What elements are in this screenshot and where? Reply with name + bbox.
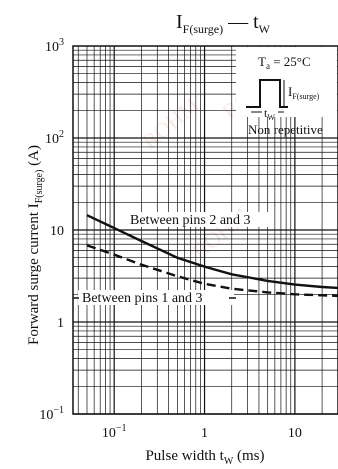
inset-width-label: tW	[264, 106, 275, 122]
series-line-pins-1-3	[86, 244, 338, 298]
y-tick-label: 103	[45, 37, 64, 55]
inset-note: Non repetitive	[248, 122, 323, 137]
y-tick-label: 10−1	[39, 405, 64, 423]
svg-text:Between pins 1 and 3: Between pins 1 and 3	[82, 291, 203, 306]
svg-text:ROHM: ROHM	[187, 202, 254, 264]
inset-pulse-label: IF(surge)	[288, 84, 320, 101]
series-label-dashed: Between pins 1 and 3	[73, 290, 236, 306]
svg-text:Between pins 2 and 3: Between pins 2 and 3	[130, 213, 251, 228]
x-axis-label: Pulse width tW (ms)	[145, 448, 264, 467]
y-axis-label: Forward surge current IF(surge) (A)	[26, 145, 45, 345]
y-tick-label: 102	[45, 129, 64, 147]
y-tick-label: 10	[50, 224, 64, 239]
inset-condition: Ta = 25°C	[258, 54, 311, 71]
x-tick-label: 1	[201, 426, 208, 441]
plot-area	[72, 45, 338, 415]
inset-legend: Ta = 25°C IF(surge) tW Non repetitive	[236, 47, 337, 137]
series-line-pins-2-3	[86, 214, 338, 290]
series-label-solid: Between pins 2 and 3	[127, 212, 271, 228]
x-tick-label: 10−1	[102, 423, 127, 441]
x-tick-label: 10	[288, 426, 302, 441]
svg-text:ROHM: ROHM	[137, 92, 204, 154]
pulse-shape-icon	[246, 79, 288, 108]
x-tick-labels: 10−1 1 10	[102, 423, 302, 441]
y-tick-label: 1	[57, 316, 64, 331]
chart-title: IF(surge) — tW	[176, 11, 271, 36]
series-layer	[86, 214, 338, 298]
